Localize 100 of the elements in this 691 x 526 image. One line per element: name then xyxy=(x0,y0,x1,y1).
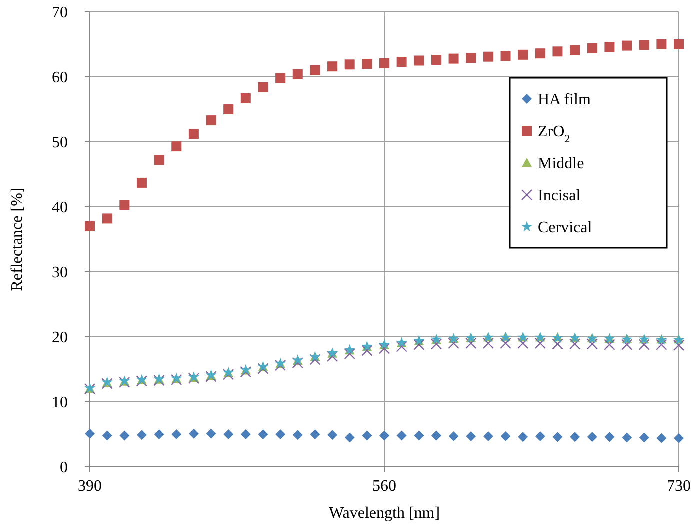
point xyxy=(604,42,615,52)
point xyxy=(396,57,407,68)
point xyxy=(500,431,511,442)
y-axis-title: Reflectance [%] xyxy=(9,188,26,292)
y-tick-label: 70 xyxy=(52,4,68,22)
y-tick-label: 0 xyxy=(60,460,68,477)
point xyxy=(674,40,684,50)
point xyxy=(380,58,390,68)
point xyxy=(448,338,460,350)
point xyxy=(569,338,581,350)
point xyxy=(188,129,199,140)
point xyxy=(154,155,164,166)
point xyxy=(136,178,147,188)
point xyxy=(414,430,424,441)
point xyxy=(656,433,667,444)
point xyxy=(274,360,286,372)
point xyxy=(414,56,424,66)
point xyxy=(638,339,650,350)
point xyxy=(483,431,494,442)
point xyxy=(673,340,685,352)
point xyxy=(310,66,320,76)
point xyxy=(466,338,477,350)
point xyxy=(656,40,667,50)
point xyxy=(310,354,321,366)
point xyxy=(224,104,234,114)
point xyxy=(430,338,442,350)
point xyxy=(344,348,356,360)
point xyxy=(172,142,182,152)
point xyxy=(154,430,164,440)
point xyxy=(500,51,511,62)
y-tick-label: 50 xyxy=(52,134,68,152)
point xyxy=(292,357,304,369)
x-axis-title: Wavelength [nm] xyxy=(328,505,440,522)
point xyxy=(482,338,494,350)
point xyxy=(639,40,650,50)
point xyxy=(431,55,442,66)
point xyxy=(483,52,494,62)
point xyxy=(85,222,95,232)
point xyxy=(206,428,216,439)
y-tick-label: 30 xyxy=(52,264,68,282)
point xyxy=(639,432,650,443)
legend-label: Incisal xyxy=(538,188,582,205)
point xyxy=(466,53,476,64)
point xyxy=(674,433,684,444)
point xyxy=(292,69,303,80)
point xyxy=(206,116,216,126)
y-tick-label: 20 xyxy=(52,330,68,347)
point xyxy=(587,43,598,54)
point xyxy=(570,45,580,56)
point xyxy=(362,59,372,69)
point xyxy=(466,431,476,442)
legend-label: HA film xyxy=(538,92,592,109)
point xyxy=(172,430,182,440)
point xyxy=(552,46,563,57)
point xyxy=(378,343,390,354)
point xyxy=(518,432,528,442)
point xyxy=(500,338,512,350)
point xyxy=(518,50,528,60)
point xyxy=(222,369,234,380)
point xyxy=(570,432,580,442)
point xyxy=(224,430,234,440)
point xyxy=(396,430,407,441)
y-tick-label: 10 xyxy=(52,394,68,412)
point xyxy=(292,430,303,440)
legend-label: Cervical xyxy=(538,220,593,237)
point xyxy=(240,366,252,378)
point xyxy=(328,62,338,72)
x-tick-label: 730 xyxy=(667,478,691,495)
point xyxy=(622,40,632,51)
point xyxy=(120,200,130,210)
point xyxy=(102,214,112,224)
point xyxy=(517,338,529,350)
point xyxy=(206,371,217,382)
x-tick-label: 390 xyxy=(78,478,102,495)
point xyxy=(534,338,546,350)
point xyxy=(535,48,546,59)
y-tick-label: 40 xyxy=(52,200,68,217)
point xyxy=(102,430,112,441)
point xyxy=(448,431,459,442)
point xyxy=(120,430,130,441)
point xyxy=(604,339,616,350)
point xyxy=(240,430,251,440)
point xyxy=(136,430,147,440)
point xyxy=(380,430,390,441)
point xyxy=(276,73,286,84)
point xyxy=(188,428,199,439)
point xyxy=(119,376,130,388)
legend-label: ZrO$_{2}$ xyxy=(538,124,570,146)
point xyxy=(328,430,338,440)
point xyxy=(396,341,408,352)
legend-label: Middle xyxy=(538,156,584,173)
point xyxy=(258,363,269,374)
point xyxy=(586,338,598,350)
point xyxy=(604,432,615,442)
point xyxy=(362,345,373,356)
point xyxy=(326,350,338,362)
point xyxy=(362,430,372,441)
point xyxy=(240,93,251,104)
point xyxy=(310,430,320,440)
point xyxy=(85,428,95,439)
